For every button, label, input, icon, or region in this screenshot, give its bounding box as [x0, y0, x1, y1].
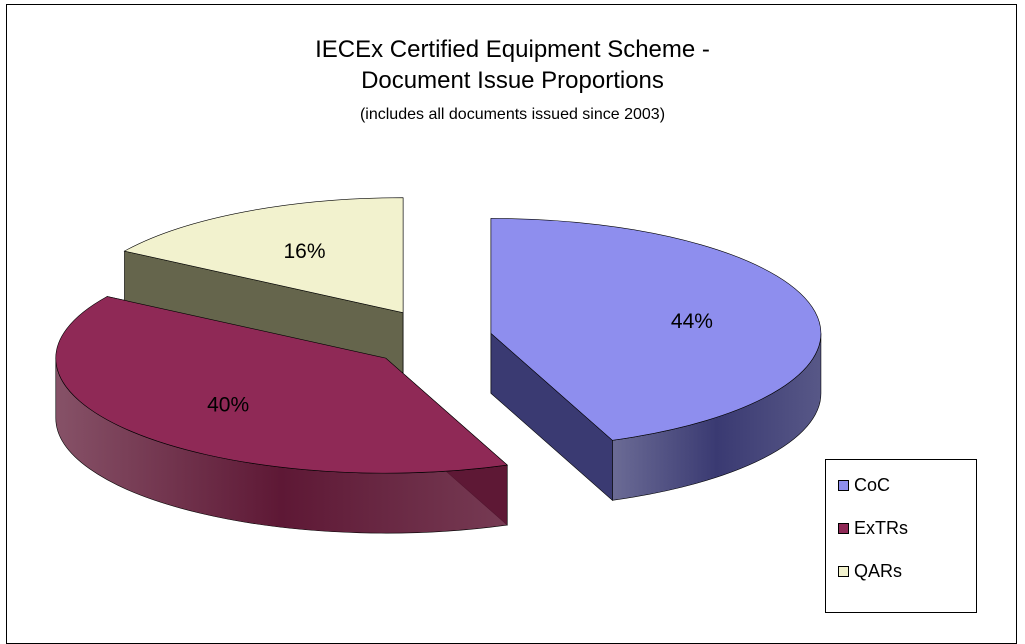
pie-slice-extrs [55, 296, 508, 474]
slice-label-qars: 16% [284, 240, 326, 263]
legend-item-qars: QARs [838, 558, 902, 584]
chart-legend: CoC ExTRs QARs [825, 459, 977, 613]
legend-swatch [838, 565, 849, 577]
pie-chart: 44% 40% 16% [55, 197, 822, 534]
slice-label-coc: 44% [671, 310, 713, 333]
legend-swatch [838, 479, 849, 491]
chart-subtitle: (includes all documents issued since 200… [359, 106, 666, 123]
pie-slice-qars [123, 197, 404, 314]
legend-label: QARs [854, 560, 903, 581]
chart-area: IECEx Certified Equipment Scheme - Docum… [6, 4, 1017, 644]
legend-swatch [838, 522, 849, 534]
legend-label: CoC [854, 474, 891, 495]
legend-item-coc: CoC [838, 472, 890, 498]
chart-title-line-2: Document Issue Proportions [361, 67, 664, 94]
pie-slice-coc [490, 218, 822, 441]
legend-item-extrs: ExTRs [838, 515, 908, 541]
legend-label: ExTRs [854, 517, 908, 538]
slice-label-extrs: 40% [207, 394, 249, 417]
chart-title: IECEx Certified Equipment Scheme - [315, 36, 710, 63]
